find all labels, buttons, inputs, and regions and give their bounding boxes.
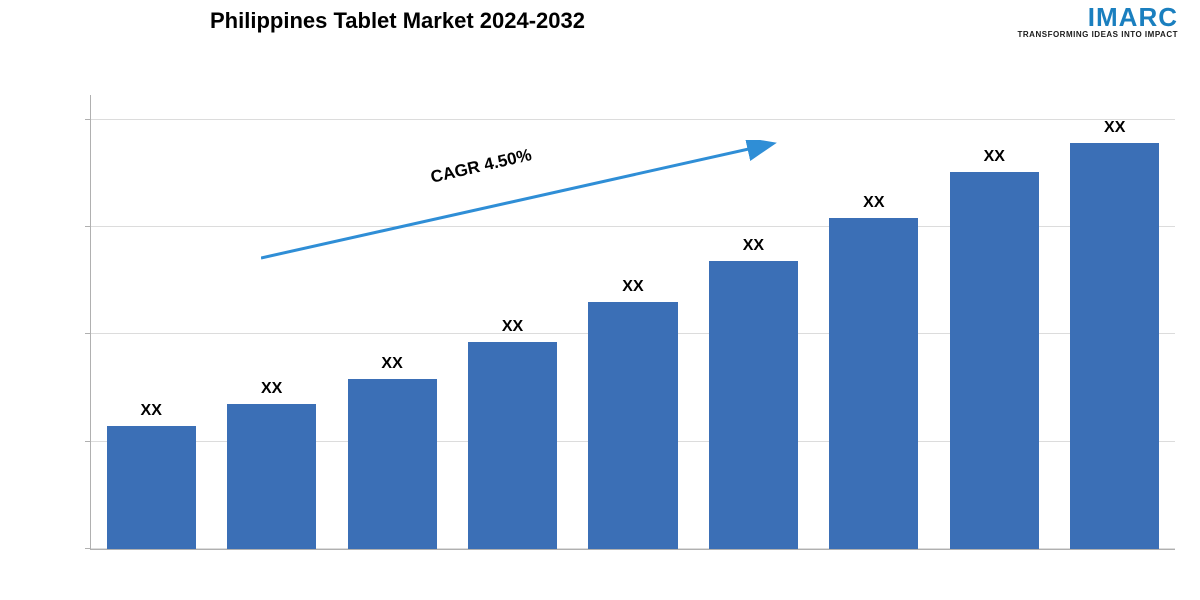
bar-slot: XX — [332, 95, 452, 549]
bar-series: XX XX XX XX XX XX XX XX XX — [91, 95, 1175, 549]
bar — [468, 342, 557, 549]
bar-slot: XX — [452, 95, 572, 549]
bar-value-label: XX — [743, 237, 764, 255]
chart-title: Philippines Tablet Market 2024-2032 — [210, 8, 585, 34]
logo-main-text: IMARC — [1018, 4, 1178, 30]
chart-plot-area: CAGR 4.50% XXXXXXXXXXXXXXXXXX — [90, 95, 1175, 550]
bar-slot: XX — [934, 95, 1054, 549]
bar-value-label: XX — [381, 355, 402, 373]
bar — [1070, 143, 1159, 549]
bar — [227, 404, 316, 549]
bar — [107, 426, 196, 549]
bar-value-label: XX — [622, 278, 643, 296]
bar-value-label: XX — [141, 402, 162, 420]
bar-slot: XX — [91, 95, 211, 549]
bar-value-label: XX — [1104, 119, 1125, 137]
bar — [588, 302, 677, 549]
bar-value-label: XX — [863, 194, 884, 212]
bar-value-label: XX — [502, 318, 523, 336]
bar — [709, 261, 798, 549]
bar-value-label: XX — [984, 148, 1005, 166]
bar-slot: XX — [211, 95, 331, 549]
brand-logo: IMARC TRANSFORMING IDEAS INTO IMPACT — [1018, 4, 1178, 39]
bar-slot: XX — [814, 95, 934, 549]
bar-value-label: XX — [261, 380, 282, 398]
bar-slot: XX — [573, 95, 693, 549]
logo-tagline: TRANSFORMING IDEAS INTO IMPACT — [1018, 30, 1178, 39]
bar — [950, 172, 1039, 549]
bar-slot: XX — [1055, 95, 1175, 549]
bar-slot: XX — [693, 95, 813, 549]
bar — [348, 379, 437, 549]
bar — [829, 218, 918, 549]
